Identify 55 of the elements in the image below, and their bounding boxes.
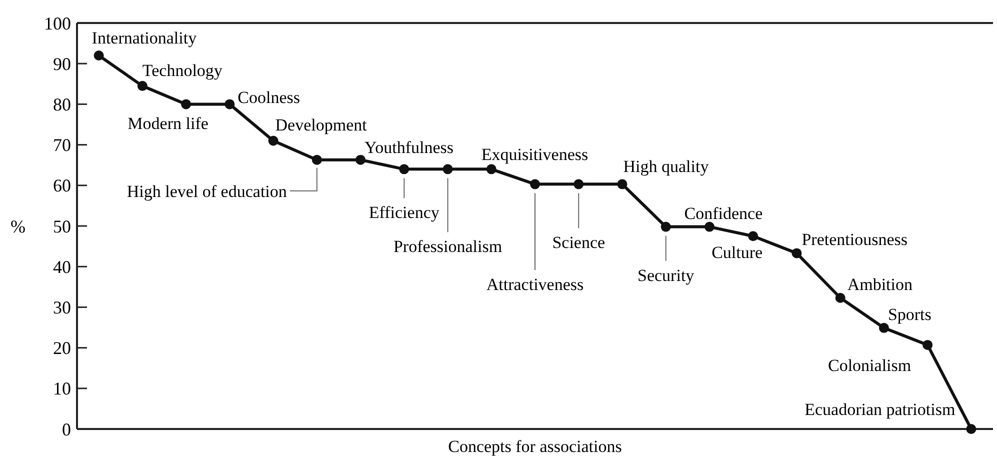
point [748,231,758,242]
point [312,154,322,165]
annotation: Professionalism [393,237,502,256]
annotation: Confidence [684,204,763,223]
point [966,424,976,434]
y-tick-label: 80 [53,94,71,114]
annotation: Ecuadorian patriotism [804,400,956,419]
x-axis-title: Concepts for associations [448,437,622,456]
annotation: Sports [888,304,932,324]
point [268,136,278,146]
annotation: Ambition [847,274,914,294]
y-axis-title: % [10,216,26,236]
annotation: Science [552,233,606,252]
point [399,164,410,174]
annotation: Development [275,116,368,135]
y-tick-label: 10 [53,378,71,399]
annotation: Pretentiousness [802,230,908,250]
annotation: Technology [142,60,223,80]
annotation: Modern life [128,114,208,134]
y-tick-label: 30 [53,298,71,318]
point [181,99,192,110]
point [617,179,628,190]
point [792,248,802,258]
point [94,50,104,60]
point [356,154,366,165]
point [574,179,584,190]
annotation: Colonialism [828,356,912,375]
annotation: Attractiveness [486,275,584,294]
point [878,322,889,333]
point [442,164,453,174]
y-tick-label: 60 [53,176,71,196]
y-tick-label: 40 [53,256,71,277]
y-tick-label: 0 [62,419,71,440]
y-tick-label: 70 [53,135,71,156]
y-tick-label: 100 [44,13,71,34]
annotation: Culture [712,243,763,262]
annotation: Internationality [92,28,198,48]
point [835,292,846,303]
annotation: Coolness [238,88,300,108]
annotation: High quality [623,157,710,176]
point [137,80,148,91]
point [704,222,714,232]
point [224,99,235,110]
point [660,222,671,232]
y-tick-label: 20 [53,338,71,358]
y-tick-label: 50 [53,216,71,236]
annotation: Efficiency [368,203,440,222]
point [922,340,933,350]
y-tick-label: 90 [53,54,71,74]
annotation: Exquisitiveness [481,145,588,164]
annotation: Security [638,266,695,285]
annotation: Youthfulness [364,138,454,157]
annotation: High level of education [126,182,288,201]
point [486,164,496,174]
point [530,179,540,190]
